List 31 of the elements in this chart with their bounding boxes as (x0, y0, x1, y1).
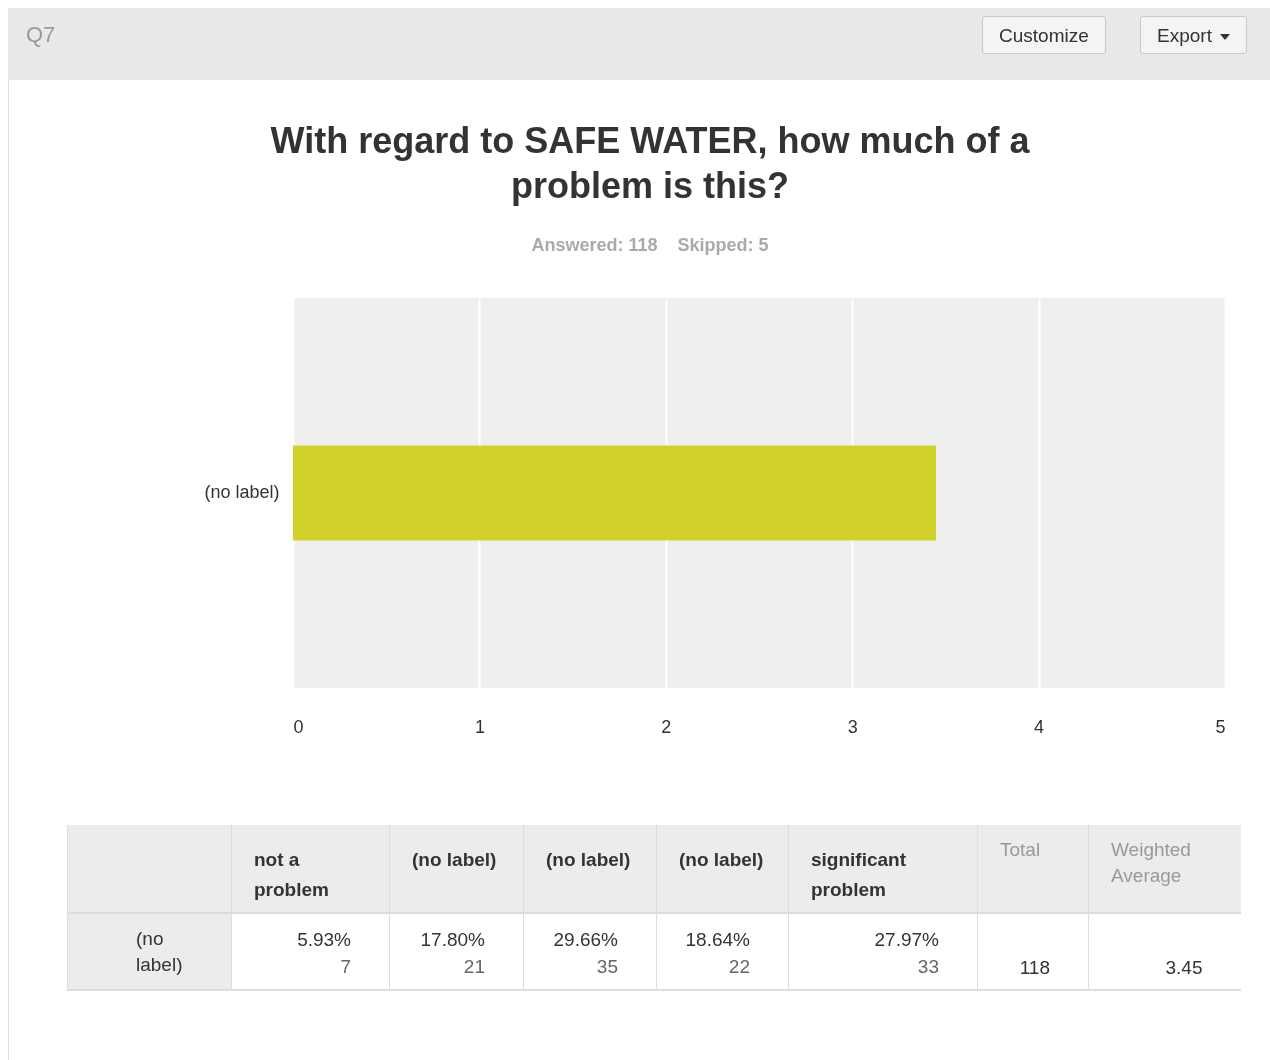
text: Q7 (26, 22, 56, 48)
text: 18.64% (685, 929, 750, 950)
x-tick-label: 2 (661, 716, 672, 737)
x-tick-label: 1 (474, 716, 485, 737)
text: 17.80% (420, 929, 485, 950)
text: 33 (917, 956, 939, 977)
text: 21 (463, 956, 485, 977)
category-label: (no label) (136, 928, 183, 975)
category-label: (no label) (656, 825, 789, 913)
text: 3.45 (1165, 957, 1203, 978)
x-tick-label: 0 (293, 716, 304, 737)
text: 27.97% (874, 929, 939, 950)
category-label: not a problem (231, 825, 390, 913)
customize-button: Customize (982, 16, 1106, 54)
text: 29.66% (553, 929, 618, 950)
text: 118 (1019, 957, 1050, 978)
category-label: (no label) (523, 825, 657, 913)
category-label: significant problem (788, 825, 978, 913)
text: 22 (728, 956, 750, 977)
category-label: (no label) (389, 825, 524, 913)
text: 7 (340, 956, 351, 977)
chart-subtitle: Answered: 118 Skipped: 5 (530, 235, 770, 256)
x-tick-label: 4 (1034, 716, 1045, 737)
x-tick-label: 3 (847, 716, 858, 737)
text: 5.93% (297, 929, 351, 950)
chart-title: With regard to SAFE WATER, how much of a problem is this? (269, 119, 1031, 208)
x-tick-label: 5 (1215, 716, 1226, 737)
category-label: Weighted Average (1088, 825, 1241, 913)
export-button: Export (1140, 16, 1247, 54)
text: 35 (596, 956, 618, 977)
category-label: Total (977, 825, 1089, 913)
